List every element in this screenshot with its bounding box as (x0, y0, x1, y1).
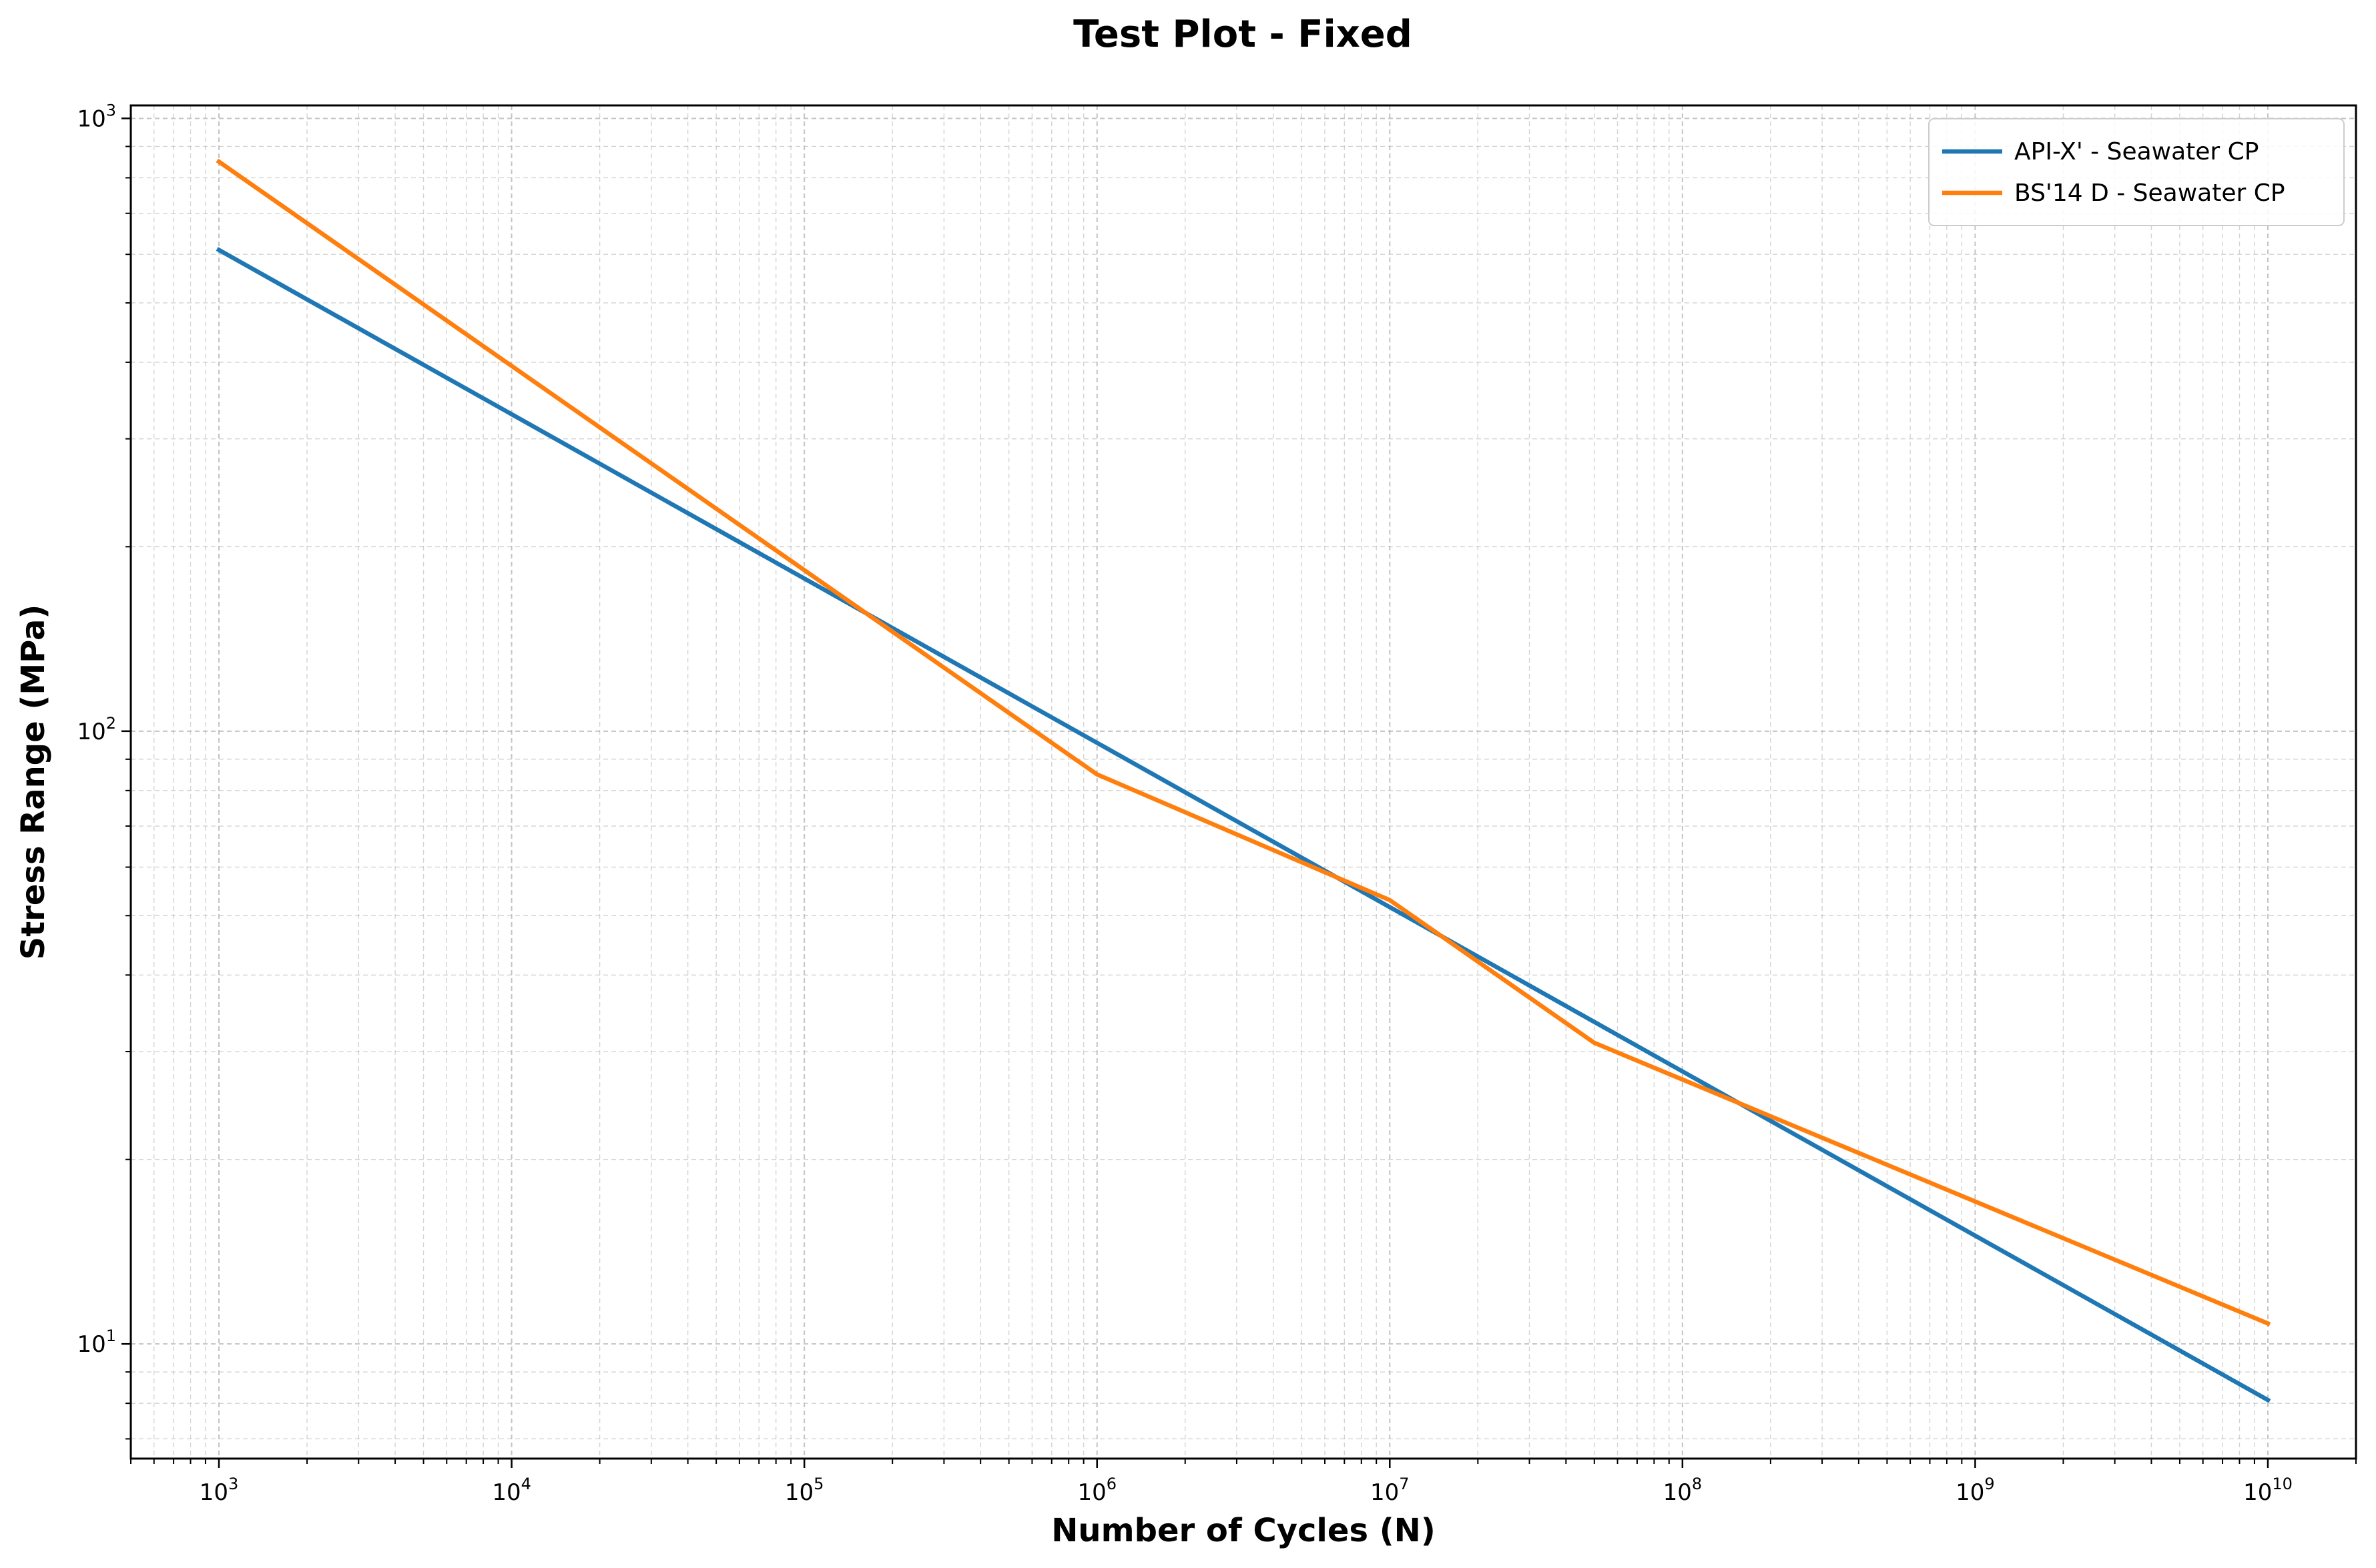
plot-frame (129, 104, 2357, 1460)
series-line-2 (216, 158, 2271, 1326)
axis-ticks: 103 104 105 106 107 108 109 1010 101 102 103 (77, 101, 2357, 1506)
y-axis-label: Stress Range (MPa) (15, 605, 52, 960)
x-tick-label: 108 (1663, 1475, 1703, 1506)
x-axis-label: Number of Cycles (N) (1051, 1512, 1436, 1549)
grid (130, 105, 2357, 1459)
x-tick-label: 107 (1370, 1475, 1410, 1506)
x-tick-label: 109 (1956, 1475, 1995, 1506)
series-lines (216, 158, 2271, 1403)
x-tick-label: 106 (1077, 1475, 1117, 1506)
legend-box (1928, 118, 2345, 226)
y-tick-label: 101 (77, 1326, 116, 1358)
x-tick-label: 105 (785, 1475, 824, 1506)
x-tick-label: 103 (200, 1475, 239, 1506)
x-tick-label: 104 (492, 1475, 531, 1506)
y-tick-label: 103 (77, 101, 116, 132)
y-tick-label: 102 (77, 714, 116, 745)
series-line-1 (216, 247, 2271, 1403)
x-tick-label: 1010 (2243, 1475, 2293, 1506)
legend-label: API-X' - Seawater CP (2014, 138, 2259, 165)
legend: API-X' - Seawater CP BS'14 D - Seawater C… (1928, 118, 2345, 226)
legend-label: BS'14 D - Seawater CP (2014, 179, 2285, 207)
chart-title: Test Plot - Fixed (1073, 13, 1412, 56)
